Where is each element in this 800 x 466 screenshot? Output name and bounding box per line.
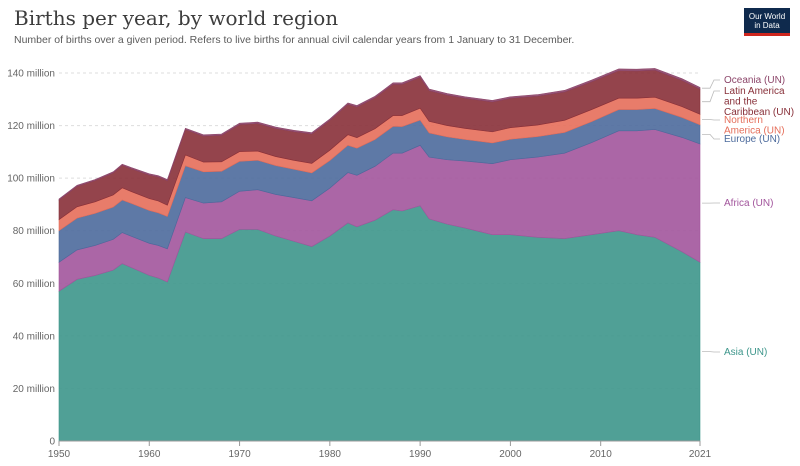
chart-subtitle: Number of births over a given period. Re… bbox=[14, 34, 575, 46]
legend-label-northern_america[interactable]: Northern America (UN) bbox=[724, 115, 785, 137]
x-tick-label: 2010 bbox=[590, 449, 613, 460]
y-tick-label: 60 million bbox=[13, 279, 55, 290]
legend-connector bbox=[702, 79, 720, 89]
y-tick-label: 0 bbox=[49, 437, 55, 448]
legend-label-latin_america[interactable]: Latin America and the Caribbean (UN) bbox=[724, 86, 794, 118]
logo-line-2: in Data bbox=[754, 21, 780, 30]
legend[interactable]: Oceania (UN)Latin America and the Caribbea… bbox=[702, 75, 794, 358]
y-tick-label: 140 million bbox=[7, 69, 55, 80]
legend-label-oceania[interactable]: Oceania (UN) bbox=[724, 75, 785, 86]
y-tick-label: 40 million bbox=[13, 331, 55, 342]
x-tick-label: 1990 bbox=[409, 449, 432, 460]
x-tick-label: 1950 bbox=[48, 449, 71, 460]
logo-line-1: Our World bbox=[748, 12, 786, 21]
x-tick-label: 2000 bbox=[499, 449, 522, 460]
legend-label-asia[interactable]: Asia (UN) bbox=[724, 347, 767, 358]
x-tick-label: 1970 bbox=[228, 449, 251, 460]
area-oceania[interactable] bbox=[58, 68, 701, 201]
y-tick-label: 80 million bbox=[13, 226, 55, 237]
axes: 1950 1960 1970 1980 1990 2000 2010 2021 bbox=[48, 440, 712, 460]
y-tick-label: 100 million bbox=[7, 174, 55, 185]
x-tick-label: 1980 bbox=[319, 449, 342, 460]
x-tick-label: 1960 bbox=[138, 449, 161, 460]
x-tick-label: 2021 bbox=[689, 449, 712, 460]
y-tick-label: 120 million bbox=[7, 121, 55, 132]
chart-title: Births per year, by world region bbox=[14, 6, 339, 30]
legend-label-europe[interactable]: Europe (UN) bbox=[724, 134, 780, 145]
legend-connector bbox=[702, 134, 720, 140]
legend-label-africa[interactable]: Africa (UN) bbox=[724, 198, 773, 209]
area-series[interactable] bbox=[58, 68, 701, 442]
legend-connector bbox=[702, 90, 720, 103]
owid-logo[interactable]: Our World in Data bbox=[744, 8, 790, 36]
y-tick-label: 20 million bbox=[13, 384, 55, 395]
legend-connector bbox=[702, 119, 720, 121]
